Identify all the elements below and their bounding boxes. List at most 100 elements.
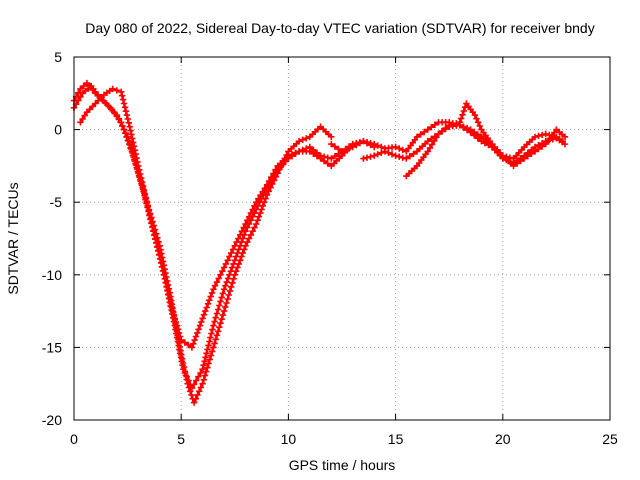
data-point <box>149 223 156 230</box>
data-point <box>213 332 221 339</box>
data-point <box>124 137 132 144</box>
data-point <box>442 124 449 132</box>
data-point <box>77 93 84 101</box>
data-point <box>433 134 440 141</box>
data-point <box>303 135 310 142</box>
data-point <box>538 131 546 139</box>
data-point <box>203 304 210 311</box>
data-point <box>192 395 199 402</box>
data-point <box>118 92 126 99</box>
y-tick-label: 5 <box>54 49 62 65</box>
data-point <box>123 133 130 141</box>
data-point <box>259 188 266 195</box>
data-point <box>222 282 229 289</box>
data-point <box>172 318 179 326</box>
data-point <box>181 339 188 346</box>
data-point <box>210 344 217 351</box>
data-point <box>426 144 434 152</box>
data-point <box>392 152 399 159</box>
data-point <box>363 154 371 161</box>
data-point <box>143 199 151 206</box>
data-point <box>190 399 198 406</box>
data-point <box>219 290 227 297</box>
data-point <box>142 195 150 202</box>
data-point <box>421 128 428 136</box>
data-point <box>199 380 206 387</box>
data-point <box>458 115 465 122</box>
data-point <box>138 178 146 186</box>
data-point <box>170 311 177 318</box>
data-point <box>196 322 204 329</box>
data-point <box>220 286 228 293</box>
data-point <box>268 174 275 181</box>
data-point <box>183 373 190 380</box>
data-point <box>148 219 155 226</box>
series-line <box>72 81 333 404</box>
data-point <box>406 153 414 160</box>
data-point <box>199 315 206 322</box>
data-point <box>215 275 222 282</box>
data-point <box>204 346 211 353</box>
data-point <box>235 246 242 253</box>
data-point <box>561 133 569 141</box>
data-point <box>124 115 131 123</box>
data-point <box>288 151 296 158</box>
data-point <box>272 166 279 173</box>
data-point <box>132 150 139 158</box>
data-point <box>227 268 234 275</box>
data-point <box>331 143 339 150</box>
data-point <box>542 130 549 138</box>
data-point <box>127 127 134 134</box>
data-point <box>234 249 241 257</box>
data-point <box>528 150 535 157</box>
data-point <box>265 177 273 185</box>
data-point <box>396 145 403 152</box>
data-point <box>173 322 181 329</box>
data-point <box>195 326 202 333</box>
data-point <box>79 115 86 123</box>
data-point <box>145 207 152 214</box>
data-point <box>159 267 167 274</box>
y-tick-label: -5 <box>50 194 63 210</box>
data-point <box>247 231 255 239</box>
data-point <box>244 217 251 224</box>
x-tick-labels: 0 5 10 15 20 25 <box>70 431 618 447</box>
data-point <box>251 224 258 231</box>
data-point <box>561 140 569 148</box>
data-point <box>237 257 244 264</box>
data-point <box>396 153 403 160</box>
data-point <box>474 119 482 126</box>
data-point <box>203 350 210 357</box>
data-point <box>120 126 127 133</box>
data-point <box>144 203 151 210</box>
data-point <box>285 152 292 159</box>
data-point <box>222 260 230 268</box>
data-point <box>163 283 171 291</box>
data-point <box>212 314 219 321</box>
data-point <box>157 255 164 262</box>
data-point <box>146 211 153 218</box>
data-point <box>381 148 389 155</box>
data-point <box>119 122 126 130</box>
data-point <box>299 136 306 143</box>
data-point <box>216 324 223 331</box>
data-point <box>231 257 238 264</box>
data-point <box>453 120 460 127</box>
data-point <box>207 293 214 300</box>
data-point <box>120 100 128 107</box>
data-point <box>208 289 216 297</box>
data-point <box>160 271 168 278</box>
data-point <box>360 138 367 145</box>
data-point <box>156 251 163 258</box>
data-point <box>200 376 207 383</box>
data-point <box>77 119 84 126</box>
data-point <box>201 372 209 379</box>
data-point <box>431 137 438 145</box>
data-point <box>228 249 235 257</box>
data-point <box>258 206 265 213</box>
data-point <box>244 238 251 246</box>
data-point <box>193 377 200 384</box>
data-point <box>222 303 229 311</box>
data-point <box>209 326 216 333</box>
data-point <box>229 279 236 287</box>
